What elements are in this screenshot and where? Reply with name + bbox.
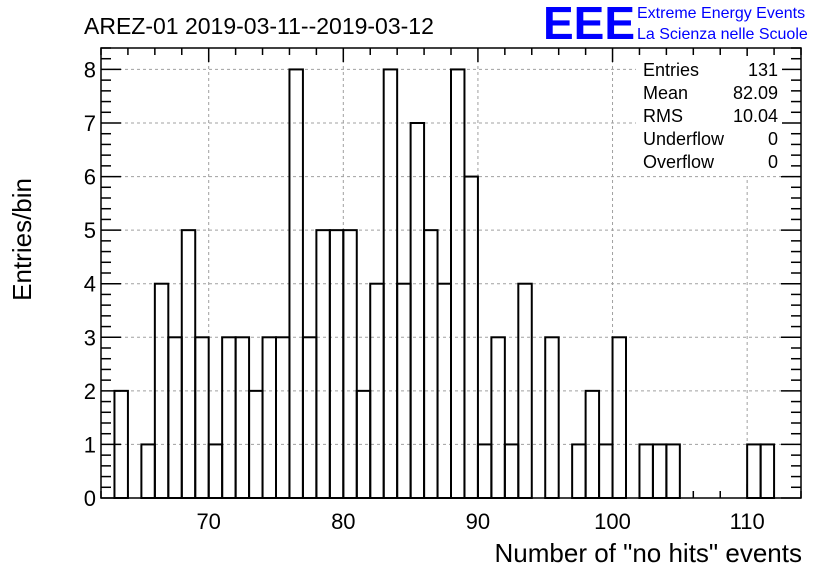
stats-value: 82.09 xyxy=(733,83,778,103)
x-tick-label: 70 xyxy=(196,509,220,534)
x-tick-labels: 70 80 90 100 110 xyxy=(196,509,764,534)
histogram-bar xyxy=(544,336,560,499)
stats-label: RMS xyxy=(643,106,683,126)
stats-value: 131 xyxy=(748,60,778,80)
y-tick-label: 4 xyxy=(84,272,96,297)
y-tick-label: 3 xyxy=(84,325,96,350)
histogram-bar xyxy=(194,336,210,499)
histogram-bar xyxy=(423,229,439,499)
eee-logo: EEE Extreme Energy Events La Scienza nel… xyxy=(543,0,808,49)
x-tick-label: 90 xyxy=(466,509,490,534)
histogram-bar xyxy=(503,443,520,499)
y-tick-labels: 0 1 2 3 4 5 6 7 8 xyxy=(84,57,96,511)
histogram-bar xyxy=(611,336,627,499)
histogram-bar xyxy=(476,443,493,499)
y-axis-title: Entries/bin xyxy=(7,178,37,301)
y-tick-label: 1 xyxy=(84,432,96,457)
x-axis-title: Number of "no hits" events xyxy=(495,538,803,568)
stats-value: 10.04 xyxy=(733,106,778,126)
histogram-bar xyxy=(234,336,251,499)
y-tick-label: 5 xyxy=(84,218,96,243)
stats-label: Overflow xyxy=(643,152,715,172)
histogram-bar xyxy=(409,122,426,499)
histogram-bar xyxy=(167,336,183,499)
axis-ticks xyxy=(100,47,802,499)
x-tick-label: 110 xyxy=(730,509,765,534)
stats-box: Entries 131 Mean 82.09 RMS 10.04 Underflow 0 Ove… xyxy=(636,56,782,176)
stats-label: Entries xyxy=(643,60,699,80)
histogram-bar xyxy=(571,443,587,499)
histogram-bar xyxy=(490,336,506,499)
y-tick-label: 2 xyxy=(84,379,96,404)
histogram-bar xyxy=(342,229,358,499)
histogram-bar xyxy=(598,443,614,499)
histogram-bar xyxy=(275,336,291,499)
y-tick-label: 0 xyxy=(84,486,96,511)
histogram-bar xyxy=(207,443,224,499)
logo-letters: EEE xyxy=(543,0,635,49)
logo-line-1: Extreme Energy Events xyxy=(637,5,805,22)
histogram-bar xyxy=(180,229,197,499)
stats-value: 0 xyxy=(768,152,778,172)
histogram-bar xyxy=(746,443,762,499)
histogram-bar xyxy=(301,336,318,499)
y-tick-label: 6 xyxy=(84,165,96,190)
stats-label: Underflow xyxy=(643,129,725,149)
histogram-bar xyxy=(328,229,345,499)
stats-box-background xyxy=(636,56,782,176)
histogram-bar xyxy=(221,336,237,499)
histogram-bar xyxy=(315,229,331,499)
histogram-bar xyxy=(140,443,156,499)
histogram-bar xyxy=(638,443,654,499)
x-tick-label: 80 xyxy=(331,509,355,534)
chart-title: AREZ-01 2019-03-11--2019-03-12 xyxy=(84,13,434,39)
histogram-bar xyxy=(651,443,668,499)
x-tick-label: 100 xyxy=(594,509,631,534)
y-tick-label: 8 xyxy=(84,57,96,82)
y-tick-label: 7 xyxy=(84,111,96,136)
logo-line-2: La Scienza nelle Scuole xyxy=(637,26,808,43)
histogram-bar xyxy=(355,389,372,500)
stats-value: 0 xyxy=(768,129,778,149)
stats-label: Mean xyxy=(643,83,688,103)
histogram-bar xyxy=(261,336,277,499)
histogram-bar xyxy=(665,443,681,499)
histogram-bar xyxy=(759,443,776,499)
